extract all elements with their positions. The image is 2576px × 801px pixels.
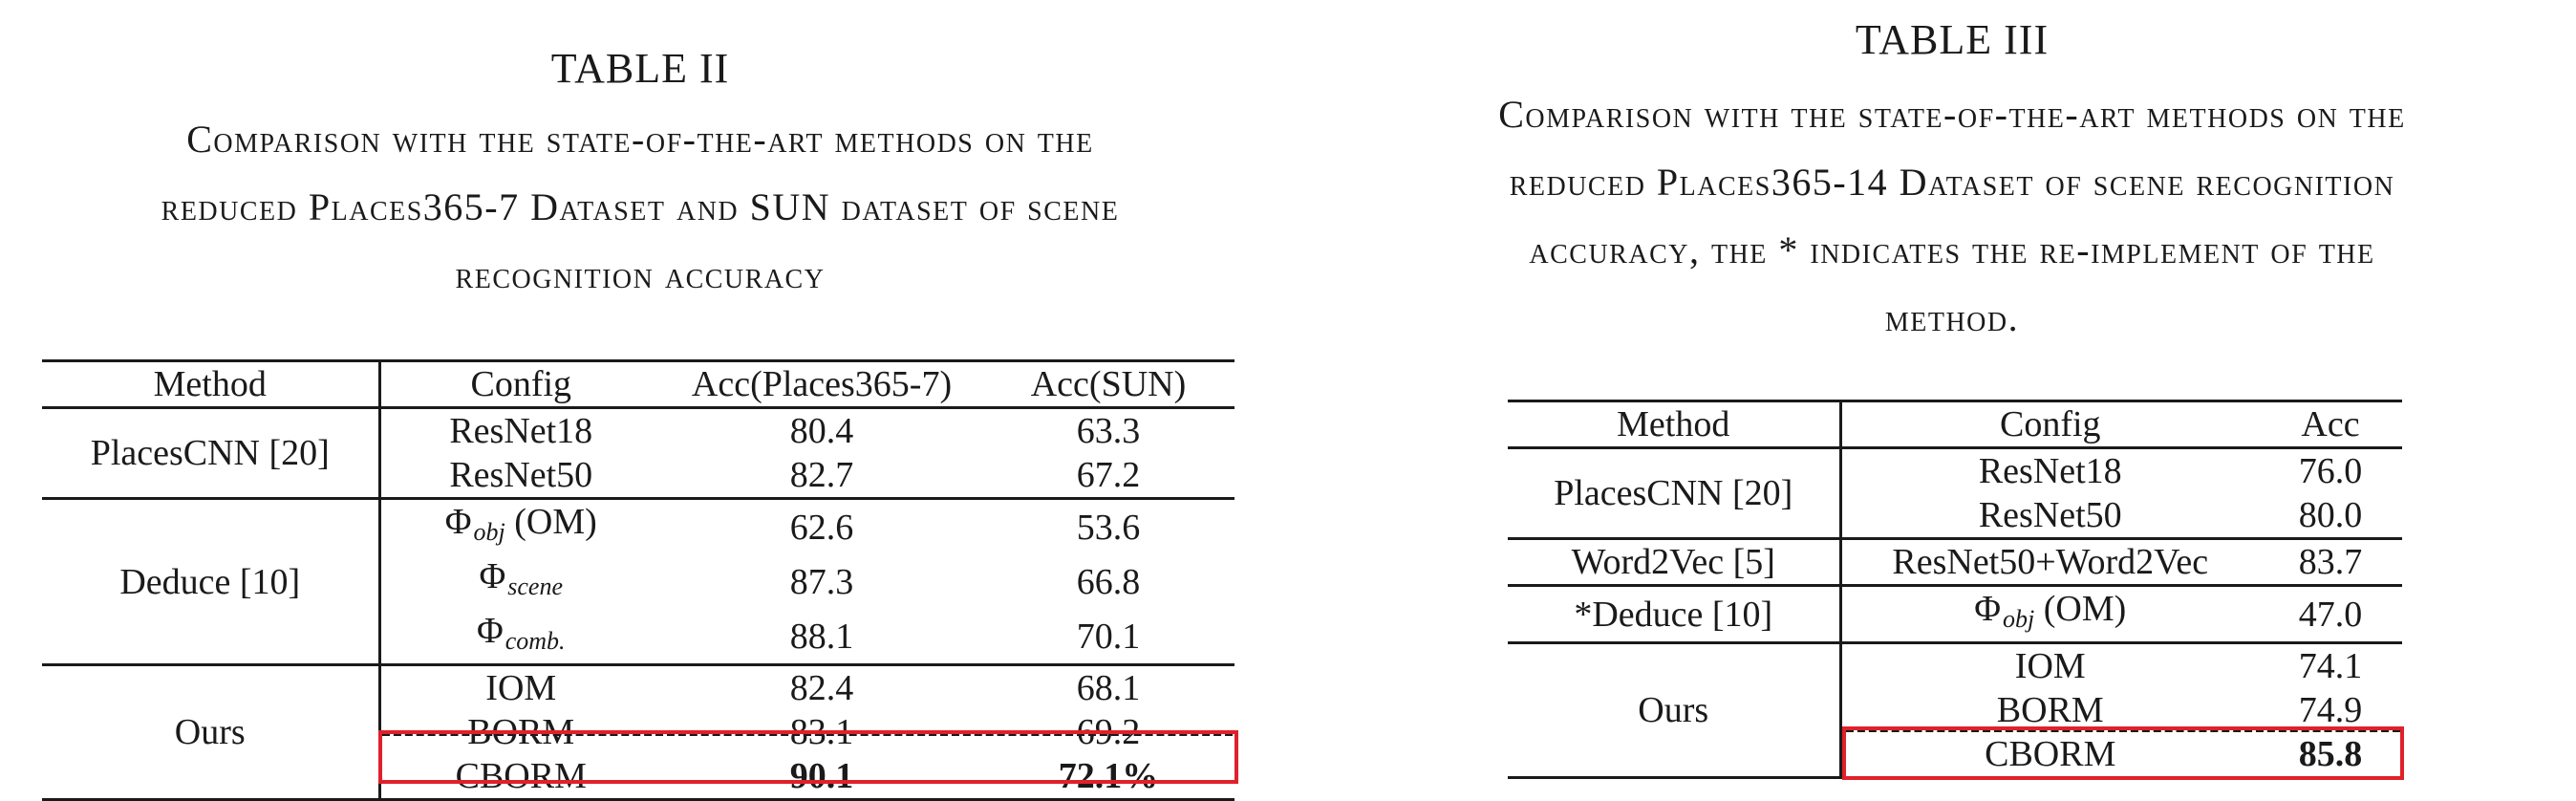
caption-line: method. bbox=[1884, 296, 2020, 339]
caption-line: Comparison with the state-of-the-art met… bbox=[1498, 93, 2406, 136]
caption-line: reduced Places365-14 Dataset of scene re… bbox=[1509, 161, 2395, 204]
caption-line: Comparison with the state-of-the-art met… bbox=[186, 118, 1094, 161]
acc-cell: 66.8 bbox=[1076, 561, 1141, 602]
table-row: ResNet50 80.0 bbox=[1508, 493, 2402, 540]
acc-cell-best: 85.8 bbox=[2259, 732, 2402, 779]
phi-symbol: Φ bbox=[444, 502, 472, 542]
acc-cell: 87.3 bbox=[789, 561, 854, 602]
column-header-method: Method bbox=[42, 359, 381, 409]
acc-cell: 47.0 bbox=[2259, 585, 2402, 644]
acc-cell: 70.1 bbox=[982, 609, 1234, 666]
column-header-acc-places: Acc(Places365-7) bbox=[661, 359, 982, 409]
config-cell: CBORM bbox=[1840, 732, 2259, 779]
config-cell: ResNet50 bbox=[1840, 493, 2259, 540]
table-iii-number: TABLE III bbox=[1855, 16, 2050, 63]
dashed-separator bbox=[382, 732, 1233, 736]
table-row: Word2Vec [5] ResNet50+Word2Vec 83.7 bbox=[1508, 538, 2402, 587]
phi-subscript: comb. bbox=[504, 627, 566, 655]
config-cell: IOM bbox=[485, 668, 557, 708]
table-iii-caption: Comparison with the state-of-the-art met… bbox=[1328, 80, 2576, 352]
dashed-separator bbox=[1846, 728, 2400, 732]
method-cell: Ours bbox=[42, 664, 381, 801]
config-cell: Φcomb. bbox=[379, 609, 661, 666]
phi-symbol: Φ bbox=[1974, 589, 2001, 629]
table-iii: Method Config Acc PlacesCNN [20] ResNet1… bbox=[1508, 400, 2402, 779]
table-ii-caption: Comparison with the state-of-the-art met… bbox=[0, 105, 1280, 309]
phi-symbol: Φ bbox=[479, 556, 506, 596]
acc-cell: 83.7 bbox=[2259, 538, 2402, 587]
column-header-acc: Acc bbox=[2259, 400, 2402, 449]
table-row: ResNet50 82.7 67.2 bbox=[42, 453, 1234, 500]
table-row-best: CBORM 85.8 bbox=[1508, 732, 2402, 779]
acc-cell: 74.9 bbox=[2298, 690, 2363, 730]
config-cell: Φscene bbox=[379, 554, 661, 609]
column-header-method: Method bbox=[1508, 400, 1842, 449]
acc-cell: 88.1 bbox=[661, 609, 982, 666]
caption-line: accuracy, the * indicates the re-impleme… bbox=[1529, 228, 2375, 271]
highlight-box bbox=[1842, 726, 2404, 780]
acc-cell: 53.6 bbox=[1076, 507, 1141, 548]
config-cell: ResNet18 bbox=[449, 411, 593, 451]
config-cell: ResNet18 bbox=[1978, 451, 2122, 491]
column-header-config: Config bbox=[1840, 400, 2259, 449]
acc-cell: 62.6 bbox=[789, 507, 854, 548]
phi-symbol: Φ bbox=[476, 611, 504, 651]
config-cell: IOM bbox=[2014, 646, 2086, 686]
highlight-box bbox=[378, 730, 1238, 784]
table-header-row: Method Config Acc(Places365-7) Acc(SUN) bbox=[42, 359, 1234, 409]
config-cell: ResNet50 bbox=[379, 453, 661, 500]
table-row: BORM 74.9 bbox=[1508, 688, 2402, 732]
table-row: Ours IOM 74.1 bbox=[1508, 642, 2402, 779]
method-cell: Deduce [10] bbox=[42, 498, 381, 666]
table-row: Deduce [10] Φobj (OM) 62.6 53.6 bbox=[42, 498, 1234, 666]
config-cell: ResNet50+Word2Vec bbox=[1840, 538, 2259, 587]
phi-subscript: scene bbox=[507, 573, 564, 600]
acc-cell: 67.2 bbox=[982, 453, 1234, 500]
caption-line: reduced Places365-7 Dataset and SUN data… bbox=[161, 185, 1120, 228]
method-cell: Ours bbox=[1508, 642, 1842, 779]
caption-line: recognition accuracy bbox=[455, 253, 826, 296]
acc-cell: 80.4 bbox=[789, 411, 854, 451]
table-ii-number: TABLE II bbox=[550, 45, 730, 92]
acc-cell: 80.0 bbox=[2259, 493, 2402, 540]
table-header-row: Method Config Acc bbox=[1508, 400, 2402, 449]
table-row: Φcomb. 88.1 70.1 bbox=[42, 609, 1234, 666]
acc-cell: 82.4 bbox=[789, 668, 854, 708]
config-cell: Φobj (OM) bbox=[1840, 585, 2259, 644]
table-row: *Deduce [10] Φobj (OM) 47.0 bbox=[1508, 585, 2402, 644]
table-row: PlacesCNN [20] ResNet18 76.0 bbox=[1508, 447, 2402, 540]
phi-subscript: obj bbox=[2003, 605, 2035, 633]
method-cell: PlacesCNN [20] bbox=[1508, 447, 1842, 540]
column-header-config: Config bbox=[379, 359, 661, 409]
column-header-acc-sun: Acc(SUN) bbox=[982, 359, 1234, 409]
acc-cell: 68.1 bbox=[1076, 668, 1141, 708]
acc-cell: 74.1 bbox=[2298, 646, 2363, 686]
table-row: PlacesCNN [20] ResNet18 80.4 63.3 bbox=[42, 407, 1234, 500]
method-cell: *Deduce [10] bbox=[1508, 585, 1842, 644]
config-cell: BORM bbox=[1996, 690, 2104, 730]
acc-cell: 76.0 bbox=[2298, 451, 2363, 491]
method-cell: Word2Vec [5] bbox=[1508, 538, 1842, 587]
acc-cell: 63.3 bbox=[1076, 411, 1141, 451]
acc-cell: 82.7 bbox=[661, 453, 982, 500]
config-suffix: (OM) bbox=[2034, 589, 2127, 629]
config-cell: Φobj (OM) bbox=[379, 499, 661, 555]
table-row: Φscene 87.3 66.8 bbox=[42, 554, 1234, 609]
phi-subscript: obj bbox=[473, 518, 505, 546]
table-row: Ours IOM 82.4 68.1 bbox=[42, 664, 1234, 801]
method-cell: PlacesCNN [20] bbox=[42, 407, 381, 500]
config-suffix: (OM) bbox=[504, 502, 597, 542]
